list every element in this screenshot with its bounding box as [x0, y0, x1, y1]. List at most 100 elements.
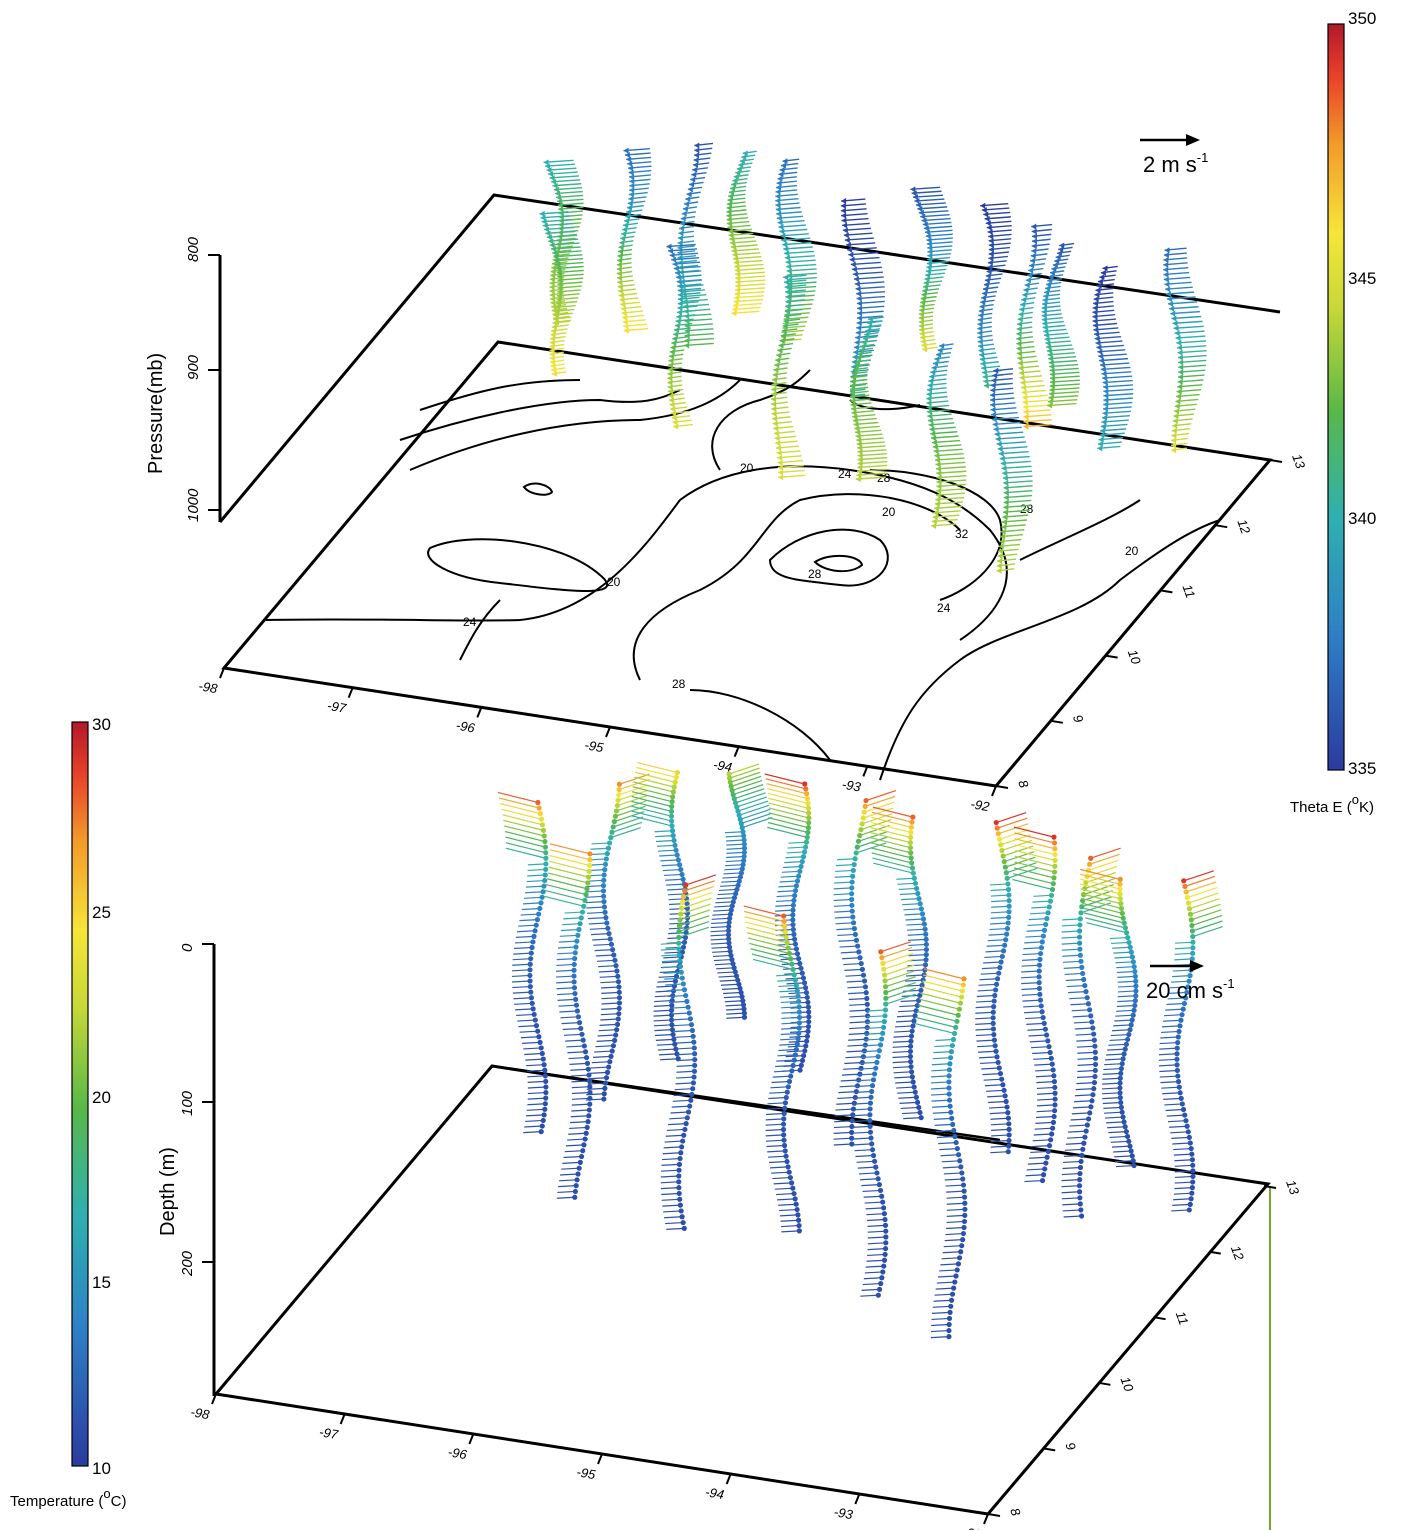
current-vector-node [876, 1182, 882, 1188]
wind-vector-head [786, 263, 792, 270]
current-vector [714, 963, 734, 966]
current-vector-node [542, 844, 549, 850]
pressure-ticks [208, 254, 220, 511]
wind-vector-head [911, 190, 917, 197]
current-vector-node [1076, 1189, 1083, 1195]
temperature-colorbar-bar [71, 721, 89, 1467]
lon-tick-label: -97 [318, 1424, 340, 1442]
current-vector [777, 890, 796, 893]
current-vector-node [857, 832, 863, 839]
current-vector-node [531, 933, 537, 939]
current-vector-node [676, 1167, 682, 1173]
current-vector [1028, 1034, 1047, 1037]
wind-vector-head [730, 240, 736, 247]
current-vector-node [729, 903, 735, 909]
current-vector-node [796, 1222, 802, 1229]
wind-vector-head [918, 315, 924, 322]
wind-vector-head [1100, 366, 1106, 373]
current-vector [712, 950, 731, 953]
wind-vector-head [977, 316, 983, 323]
wind-vector-head [1042, 320, 1048, 327]
wind-profile [1016, 223, 1053, 430]
current-vector [679, 909, 711, 921]
current-vector-node [615, 797, 621, 803]
current-vector [1071, 1112, 1090, 1115]
current-vector [773, 1182, 792, 1185]
wind-vector-head [1176, 393, 1182, 400]
current-vector [1086, 922, 1127, 934]
current-vector [749, 942, 790, 955]
current-vector [1021, 993, 1040, 996]
current-vector-node [784, 1089, 790, 1095]
current-vector [922, 980, 963, 992]
current-vector-node [612, 813, 619, 819]
current-vector [726, 843, 745, 846]
current-vector-node [1124, 1133, 1131, 1140]
current-vector-node [538, 816, 545, 822]
wind-vector-head [1163, 271, 1169, 278]
current-vector [930, 1329, 949, 1333]
current-vector [989, 1112, 1008, 1115]
current-vector [658, 1053, 678, 1056]
current-vector [524, 896, 543, 899]
current-vector-node [678, 866, 684, 873]
current-vector-node [994, 1054, 1000, 1060]
current-vector [859, 824, 890, 837]
current-vector [661, 864, 680, 867]
current-vector [714, 905, 733, 908]
current-vector [522, 1041, 541, 1044]
current-vector-node [669, 823, 675, 829]
current-vector-node [616, 984, 622, 990]
theta-tick-350: 350 [1348, 9, 1376, 28]
current-vector-node [584, 1060, 591, 1066]
wind-vector-head [617, 279, 623, 286]
current-vector-node [684, 900, 690, 907]
current-vector [975, 1028, 994, 1031]
current-vector [527, 1097, 546, 1100]
wind-vector-head [857, 448, 863, 455]
current-vector [905, 918, 924, 921]
current-vector [1161, 1086, 1180, 1089]
current-vector [1061, 942, 1080, 945]
current-vector [631, 800, 672, 812]
current-vector [919, 998, 960, 1010]
top-scale-label: 2 m s-1 [1143, 150, 1208, 177]
current-vector-node [959, 1170, 965, 1176]
current-vector-node [1047, 898, 1054, 904]
temp-tick-25: 25 [92, 903, 111, 922]
current-vector [777, 979, 796, 982]
current-vector-node [542, 1101, 548, 1107]
current-vector-node [850, 1112, 856, 1118]
current-vector-node [1131, 964, 1137, 970]
current-vector [848, 1038, 867, 1041]
current-vector-node [614, 968, 620, 974]
current-vector [907, 964, 926, 967]
wind-vector-head [982, 373, 988, 380]
wind-vector-head [777, 459, 783, 466]
current-vector [781, 1027, 800, 1030]
wind-vector-head [776, 210, 782, 217]
current-vector [1090, 847, 1121, 859]
current-vector-node [1040, 1172, 1047, 1178]
wind-vector-head [1000, 460, 1006, 467]
current-vector [511, 974, 530, 978]
current-vector [772, 1075, 791, 1078]
current-vector-node [680, 1138, 686, 1144]
current-vector [1033, 1133, 1052, 1136]
wind-vector-head [771, 401, 777, 408]
wind-vector-head [988, 237, 994, 244]
current-vector [594, 949, 613, 952]
wind-vector-head [926, 391, 932, 398]
current-vector-node [849, 1129, 855, 1135]
current-vector-node [1130, 1012, 1136, 1018]
current-vector-node [1117, 1075, 1123, 1081]
current-vector-node [679, 975, 685, 981]
current-vector-node [794, 951, 801, 957]
wind-vector-head [626, 156, 632, 163]
current-vector [720, 983, 739, 986]
current-vector [526, 1114, 545, 1117]
current-vector-node [806, 810, 812, 816]
bottom-vector-profiles [497, 761, 1223, 1340]
current-vector-node [603, 856, 609, 862]
current-vector-node [613, 963, 619, 969]
